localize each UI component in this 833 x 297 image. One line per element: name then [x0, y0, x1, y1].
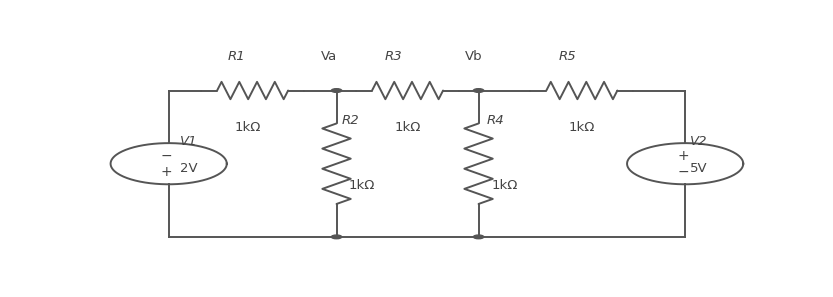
- Text: Va: Va: [321, 50, 337, 63]
- Circle shape: [332, 235, 342, 239]
- Text: Vb: Vb: [465, 50, 482, 63]
- Text: R5: R5: [559, 50, 576, 63]
- Text: V1: V1: [180, 135, 197, 148]
- Text: R4: R4: [486, 114, 504, 127]
- Text: R1: R1: [227, 50, 245, 63]
- Circle shape: [473, 235, 484, 239]
- Text: 1kΩ: 1kΩ: [235, 121, 262, 135]
- Text: 1kΩ: 1kΩ: [394, 121, 421, 135]
- Text: R3: R3: [385, 50, 402, 63]
- Text: 5V: 5V: [691, 162, 708, 175]
- Text: V2: V2: [691, 135, 708, 148]
- Text: 1kΩ: 1kΩ: [569, 121, 595, 135]
- Text: −: −: [677, 165, 689, 178]
- Text: −: −: [161, 149, 172, 163]
- Text: 1kΩ: 1kΩ: [491, 179, 518, 192]
- Text: +: +: [161, 165, 172, 178]
- Text: 1kΩ: 1kΩ: [348, 179, 375, 192]
- Circle shape: [332, 89, 342, 92]
- Text: R2: R2: [342, 114, 359, 127]
- Text: +: +: [677, 149, 689, 163]
- Circle shape: [473, 89, 484, 92]
- Text: 2V: 2V: [180, 162, 198, 175]
